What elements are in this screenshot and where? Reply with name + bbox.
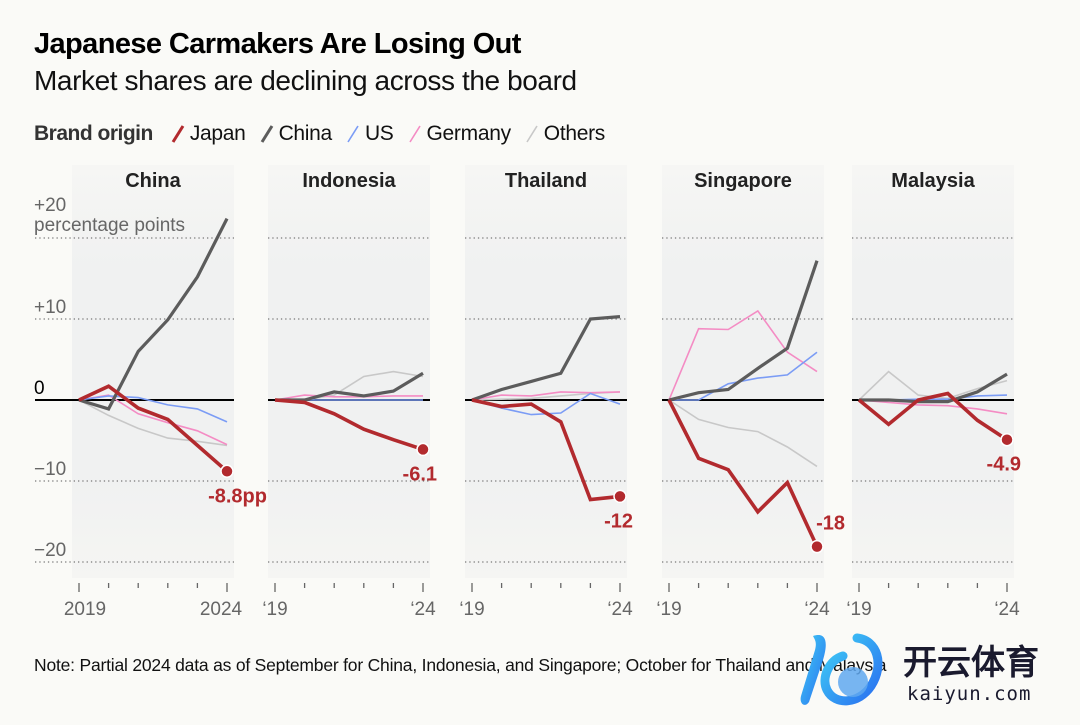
- japan-end-point: [1000, 432, 1014, 447]
- panel-thailand: Thailand ‘19 ‘24 -12: [459, 165, 633, 620]
- japan-end-label: -8.8pp: [208, 485, 267, 507]
- panel-title: Singapore: [694, 170, 792, 192]
- x-tick-label: ‘19: [656, 599, 681, 620]
- y-tick-label: +10: [34, 297, 66, 318]
- series-line-china: [668, 260, 819, 402]
- series-line-china: [859, 372, 1008, 404]
- legend-swatch-germany: [408, 125, 421, 143]
- watermark-brand-cn: 开云体育: [903, 643, 1039, 683]
- watermark-logo: 开云体育 kaiyun.com: [800, 633, 1039, 706]
- panel-singapore: Singapore ‘19 ‘24 -18: [656, 165, 845, 620]
- y-tick-label: 0: [34, 378, 45, 399]
- japan-end-label: -6.1: [403, 463, 437, 485]
- series-line-japan: [274, 398, 424, 452]
- japan-end-point: [220, 464, 234, 479]
- series-line-japan: [667, 399, 819, 548]
- legend-swatch-line-others: [526, 125, 538, 143]
- legend-swatch-line-china: [260, 125, 273, 143]
- legend-item-us: US: [346, 122, 394, 146]
- legend-item-others: Others: [525, 122, 605, 146]
- x-tick-label: ‘24: [994, 599, 1020, 620]
- y-tick-label: −10: [34, 459, 66, 480]
- watermark-k-icon: [800, 635, 826, 705]
- legend-swatch-line-japan: [171, 125, 185, 143]
- x-tick-label: 2024: [200, 599, 243, 620]
- x-tick-label: ‘24: [607, 599, 633, 620]
- y-tick-label: −20: [34, 540, 66, 561]
- series-line-others: [78, 399, 228, 447]
- panel-malaysia: Malaysia ‘19 ‘24 -4.9: [846, 165, 1021, 620]
- series-line-germany: [471, 391, 621, 401]
- legend-swatch-line-germany: [408, 125, 421, 143]
- japan-end-point: [613, 489, 627, 504]
- y-tick-label: +20: [34, 195, 66, 216]
- series-line-japan: [857, 391, 1008, 442]
- legend-title: Brand origin: [34, 122, 153, 145]
- legend-swatch-japan: [171, 125, 185, 143]
- chart-title: Japanese Carmakers Are Losing Out: [34, 28, 521, 60]
- legend-item-china: China: [260, 122, 332, 146]
- japan-end-label: -18: [816, 513, 845, 535]
- legend-swatch-line-us: [347, 125, 359, 143]
- legend-item-germany: Germany: [408, 122, 511, 146]
- series-line-china: [471, 315, 621, 402]
- series-line-us: [669, 351, 818, 401]
- series-line-china: [78, 217, 229, 411]
- panel-background: [852, 165, 1014, 578]
- legend-label-china: China: [278, 122, 333, 145]
- panel-background: [662, 165, 824, 578]
- x-tick-label: ‘24: [410, 599, 436, 620]
- series-line-germany: [274, 394, 423, 401]
- legend: Brand origin Japan China US Germany Othe…: [34, 122, 619, 146]
- series-line-others: [668, 399, 818, 468]
- legend-label-germany: Germany: [426, 122, 512, 145]
- panel-title: Thailand: [505, 170, 587, 192]
- panel-title: China: [125, 170, 181, 192]
- japan-end-label: -4.9: [987, 454, 1021, 476]
- japan-end-point: [416, 442, 430, 457]
- x-tick-label: 2019: [64, 599, 106, 620]
- y-axis-unit-label: percentage points: [34, 215, 185, 236]
- series-line-japan: [78, 384, 229, 473]
- legend-swatch-china: [260, 125, 273, 143]
- footnote: Note: Partial 2024 data as of September …: [34, 655, 887, 675]
- panel-background: [72, 165, 234, 578]
- japan-end-point: [810, 539, 824, 554]
- series-line-germany: [668, 309, 818, 401]
- legend-label-others: Others: [543, 122, 606, 145]
- panel-background: [268, 165, 430, 578]
- legend-swatch-others: [526, 125, 538, 143]
- legend-swatch-us: [347, 125, 359, 143]
- watermark-ball-icon: [838, 667, 868, 697]
- legend-item-japan: Japan: [171, 122, 246, 146]
- japan-end-label: -12: [604, 510, 633, 532]
- panel-indonesia: Indonesia ‘19 ‘24 -6.1: [262, 165, 437, 620]
- chart-subtitle: Market shares are declining across the b…: [34, 65, 577, 96]
- x-tick-label: ‘24: [804, 599, 830, 620]
- series-line-japan: [471, 398, 621, 502]
- watermark-swirl-icon: [820, 633, 883, 706]
- panel-background: [465, 165, 627, 578]
- series-line-china: [275, 371, 424, 402]
- legend-label-us: US: [364, 122, 394, 145]
- x-tick-label: ‘19: [459, 599, 484, 620]
- panel-title: Malaysia: [891, 170, 975, 192]
- series-line-germany: [858, 399, 1008, 415]
- x-tick-label: ‘19: [262, 599, 287, 620]
- watermark-brand-en: kaiyun.com: [907, 683, 1031, 705]
- legend-label-japan: Japan: [189, 122, 246, 145]
- x-tick-label: ‘19: [846, 599, 871, 620]
- series-line-us: [78, 395, 228, 423]
- panel-title: Indonesia: [302, 170, 396, 192]
